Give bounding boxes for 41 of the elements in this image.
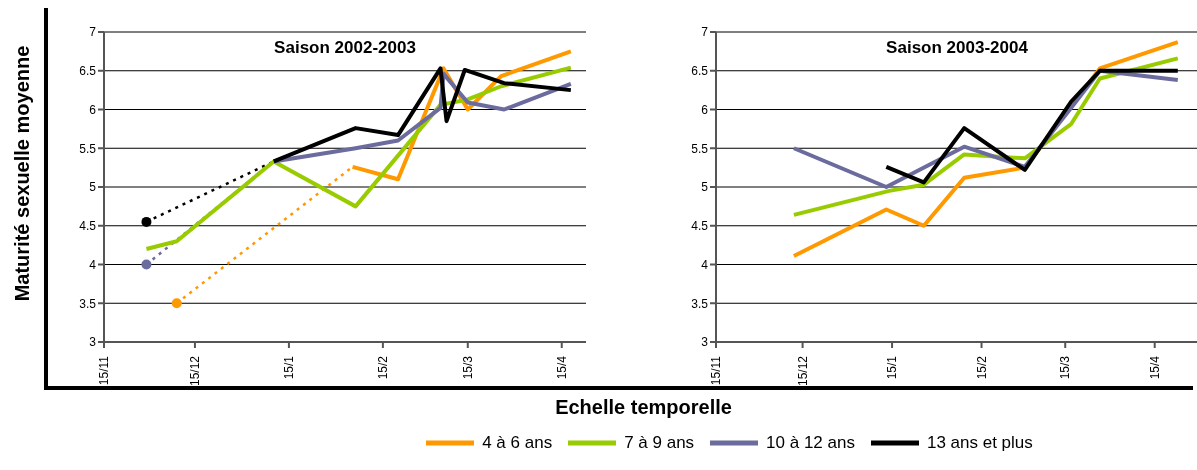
y-tick-label: 5.5 [79, 141, 97, 156]
y-tick-label: 7 [701, 25, 709, 40]
y-tick-label: 6.5 [691, 64, 709, 79]
y-tick-label: 3.5 [79, 296, 97, 311]
y-tick-label: 6 [701, 102, 709, 117]
x-tick-label: 15/2 [375, 355, 390, 380]
point [141, 216, 152, 227]
x-tick-label: 15/2 [974, 355, 989, 380]
y-tick-label: 5.5 [691, 141, 709, 156]
x-tick-label: 15/3 [1058, 355, 1073, 380]
point [141, 259, 152, 270]
y-tick-label: 3 [701, 335, 709, 350]
y-tick-label: 6.5 [79, 64, 97, 79]
legend-label: 10 à 12 ans [766, 433, 855, 453]
y-tick-label: 4.5 [79, 219, 97, 234]
y-tick-label: 4.5 [691, 219, 709, 234]
x-tick-label: 15/11 [709, 355, 723, 386]
x-tick-label: 15/1 [885, 355, 900, 380]
point [171, 298, 182, 309]
legend-label: 7 à 9 ans [624, 433, 695, 453]
y-tick-label: 4 [89, 257, 97, 272]
x-tick-label: 15/12 [187, 355, 202, 387]
y-tick-label: 5 [89, 180, 97, 195]
x-tick-label: 15/3 [460, 355, 475, 380]
y-tick-label: 6 [89, 102, 97, 117]
chart-title: Saison 2003-2004 [885, 38, 1029, 58]
legend-label: 4 à 6 ans [482, 433, 553, 453]
y-tick-label: 3 [89, 335, 97, 350]
y-tick-label: 7 [89, 25, 97, 40]
y-tick-label: 5 [701, 180, 709, 195]
x-tick-label: 15/1 [281, 355, 296, 380]
x-axis-title: Echelle temporelle [554, 396, 733, 419]
x-tick-label: 15/12 [795, 355, 810, 387]
chart-title: Saison 2002-2003 [273, 38, 417, 58]
x-tick-label: 15/4 [554, 355, 569, 380]
y-tick-label: 3.5 [691, 296, 709, 311]
y-axis-title: Maturité sexuelle moyenne [11, 45, 35, 301]
x-tick-label: 15/11 [97, 355, 111, 386]
x-tick-label: 15/4 [1147, 355, 1162, 380]
legend-label: 13 ans et plus [926, 433, 1033, 453]
y-tick-label: 4 [701, 257, 709, 272]
